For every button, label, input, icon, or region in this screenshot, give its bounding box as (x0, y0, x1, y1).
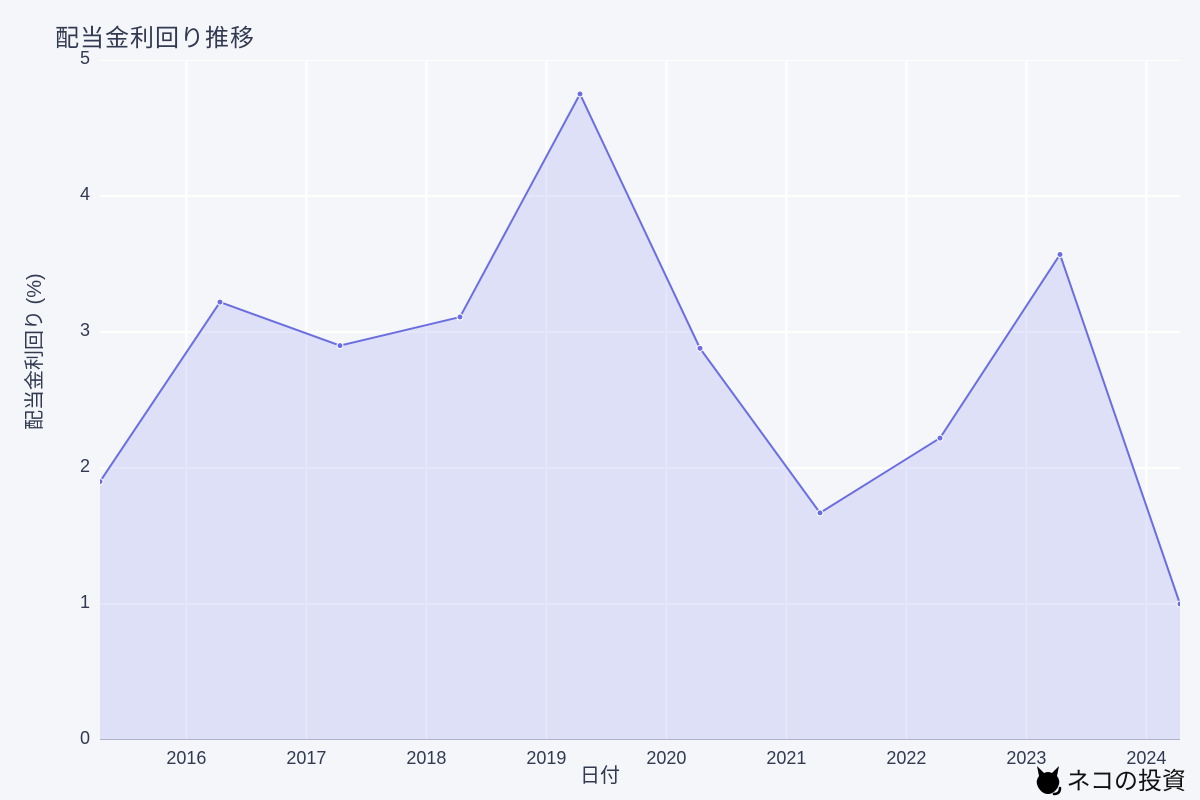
y-tick-label: 1 (50, 592, 90, 613)
series-marker (100, 479, 103, 485)
cat-icon (1034, 764, 1062, 796)
y-tick-label: 2 (50, 456, 90, 477)
y-tick-label: 3 (50, 320, 90, 341)
x-tick-label: 2018 (406, 748, 446, 769)
series-marker (1177, 601, 1180, 607)
y-tick-label: 0 (50, 728, 90, 749)
chart-container: 配当金利回り推移 配当金利回り (%) 日付 012345 2016201720… (0, 0, 1200, 800)
series-marker (817, 510, 823, 516)
x-tick-label: 2022 (886, 748, 926, 769)
y-tick-label: 5 (50, 48, 90, 69)
series-marker (457, 314, 463, 320)
x-tick-label: 2016 (166, 748, 206, 769)
plot-area (100, 60, 1180, 740)
watermark: ネコの投資 (1034, 761, 1186, 796)
series-area (100, 94, 1180, 740)
series-marker (577, 91, 583, 97)
x-tick-label: 2021 (766, 748, 806, 769)
x-tick-label: 2020 (646, 748, 686, 769)
series-marker (1057, 251, 1063, 257)
watermark-text: ネコの投資 (1066, 761, 1186, 796)
series-marker (937, 435, 943, 441)
y-tick-label: 4 (50, 184, 90, 205)
series-marker (697, 345, 703, 351)
y-axis-title: 配当金利回り (%) (18, 273, 47, 430)
x-tick-label: 2017 (286, 748, 326, 769)
series-marker (217, 299, 223, 305)
series-marker (337, 343, 343, 349)
x-tick-label: 2019 (526, 748, 566, 769)
